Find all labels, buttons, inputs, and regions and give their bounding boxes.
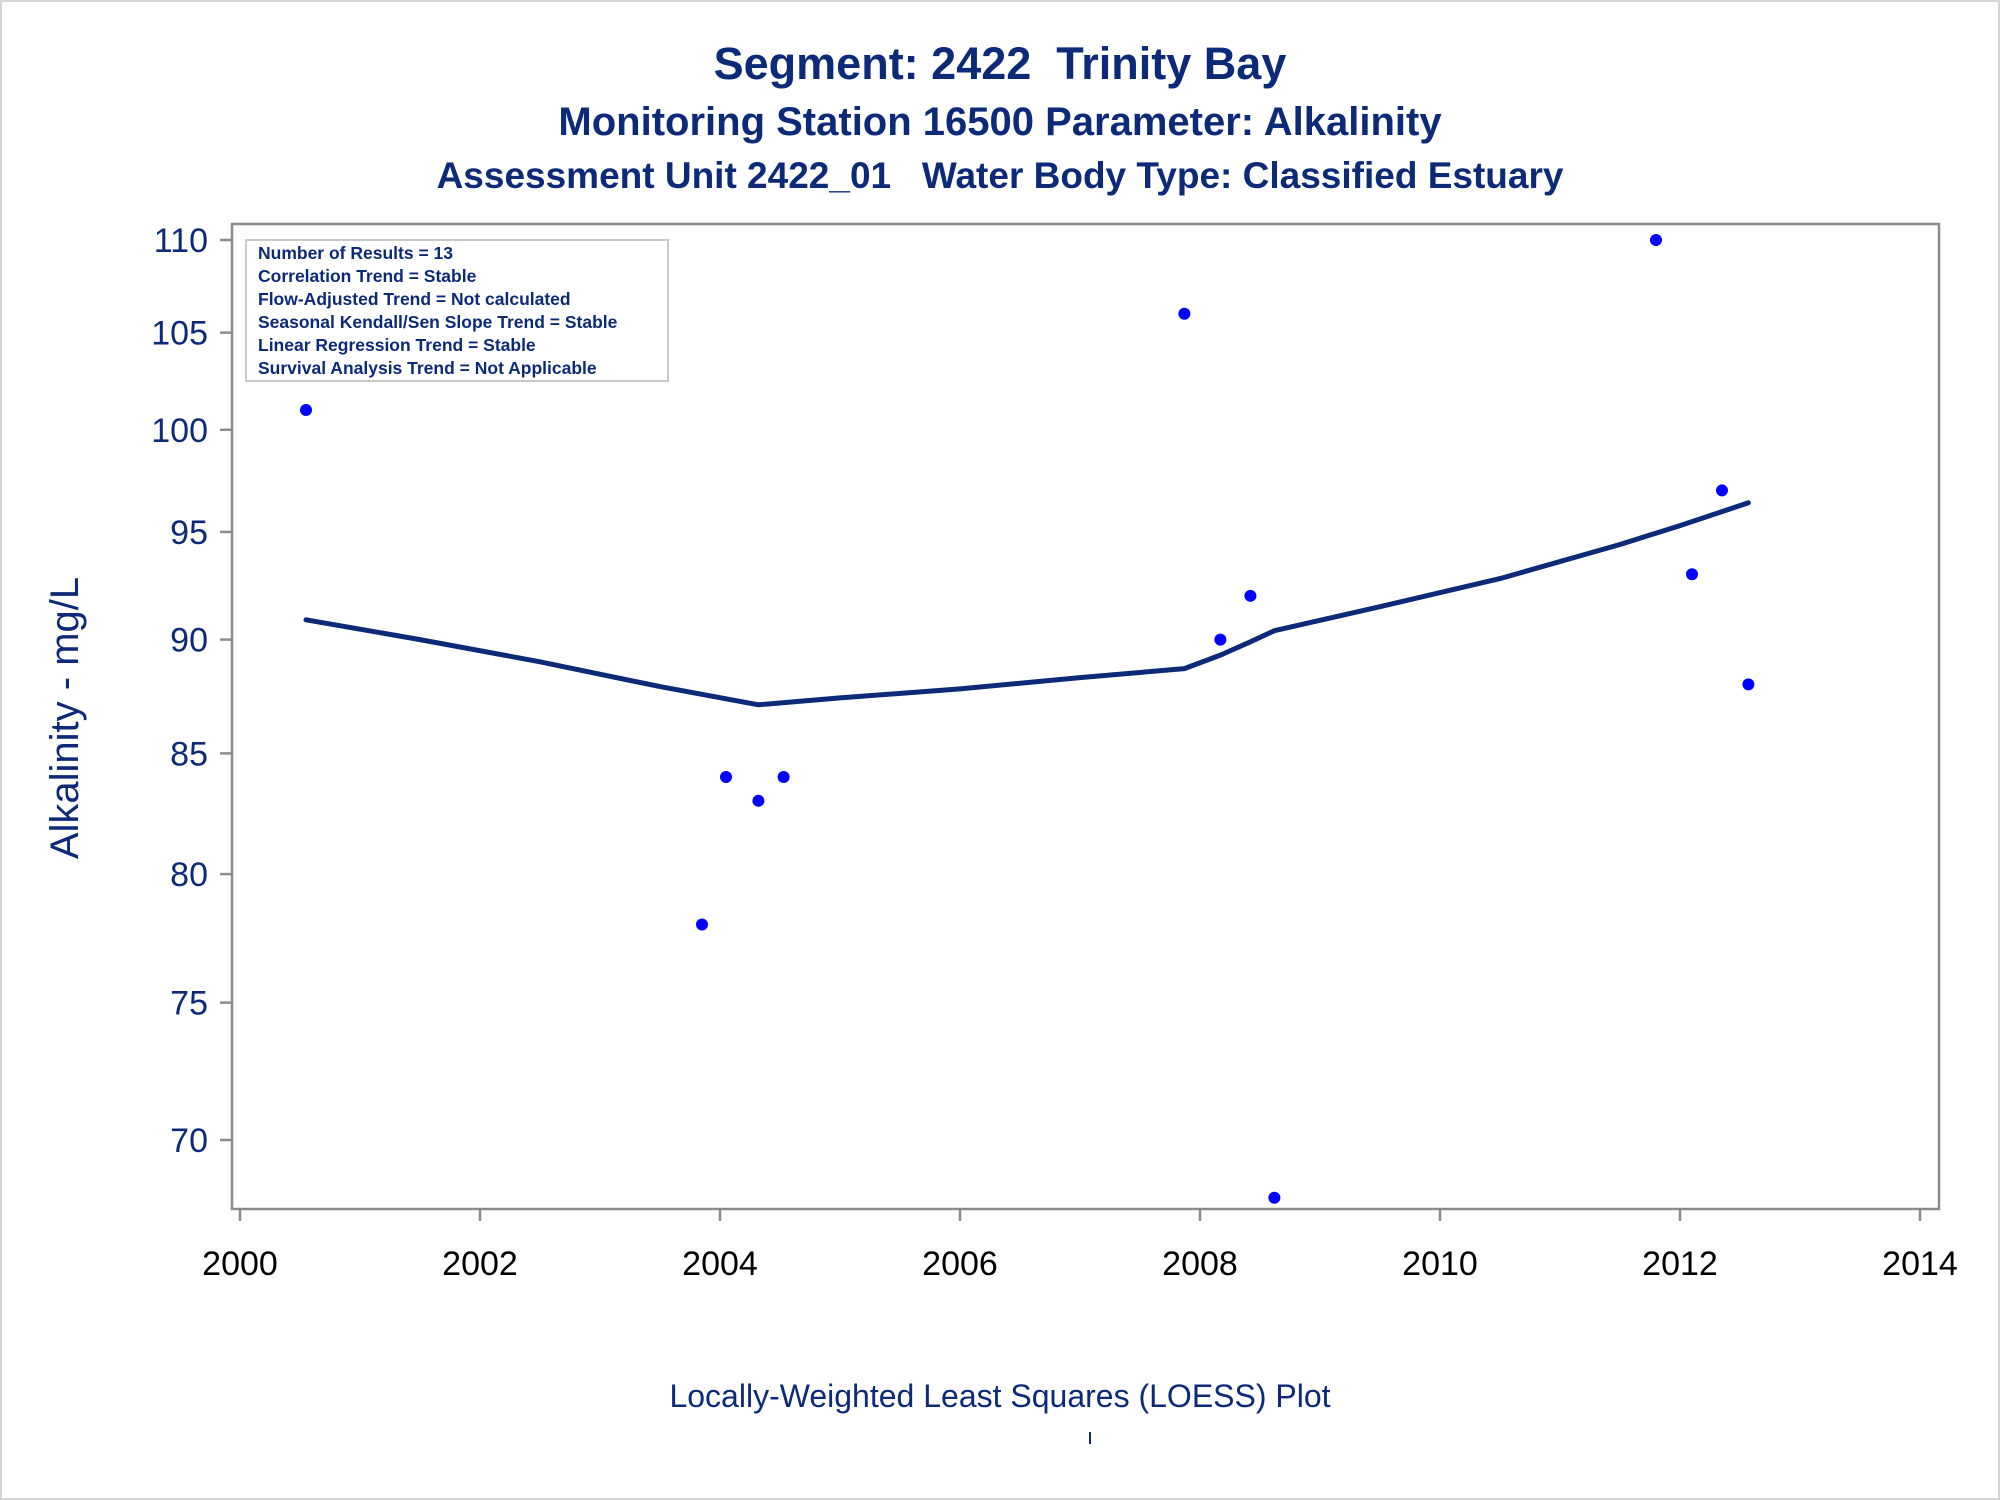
y-tick-label: 95 — [170, 514, 208, 552]
stats-line: Linear Regression Trend = Stable — [258, 335, 536, 355]
x-tick-label: 2000 — [202, 1245, 278, 1283]
y-axis-label: Alkalinity - mg/L — [43, 577, 87, 859]
y-tick-label: 85 — [170, 735, 208, 773]
data-point — [1716, 484, 1728, 497]
data-point — [696, 918, 708, 931]
stats-line: Number of Results = 13 — [258, 243, 453, 263]
data-point — [1244, 589, 1257, 602]
stats-line: Seasonal Kendall/Sen Slope Trend = Stabl… — [258, 312, 618, 332]
plot-area — [230, 222, 1941, 1211]
x-tick-label: 2010 — [1402, 1245, 1478, 1283]
x-tick-label: 2006 — [922, 1245, 998, 1283]
y-axis: 70 75 80 85 90 95 100 105 110 — [151, 222, 232, 1160]
data-point — [1742, 678, 1755, 691]
data-point — [752, 794, 765, 807]
stats-box-border — [245, 239, 669, 382]
loess-line — [303, 500, 1751, 708]
x-tick-label: 2004 — [682, 1245, 758, 1283]
x-tick-label: 2008 — [1162, 1245, 1238, 1283]
stats-line: Survival Analysis Trend = Not Applicable — [258, 358, 597, 378]
footer-tick-mark — [1089, 1432, 1091, 1444]
y-tick-label: 90 — [170, 622, 208, 660]
y-tick-label: 100 — [151, 412, 208, 450]
data-points — [300, 234, 1755, 1204]
data-point — [1214, 633, 1227, 646]
data-point — [777, 770, 790, 783]
stats-line: Flow-Adjusted Trend = Not calculated — [258, 289, 571, 309]
data-point — [720, 770, 732, 783]
stats-line: Correlation Trend = Stable — [258, 266, 477, 286]
stats-box: Number of Results = 13 Correlation Trend… — [245, 239, 669, 382]
y-tick-label: 70 — [170, 1122, 208, 1160]
chart-subtitle-2: Assessment Unit 2422_01 Water Body Type:… — [436, 155, 1564, 196]
x-tick-label: 2014 — [1882, 1245, 1958, 1283]
data-point — [1650, 234, 1662, 246]
data-point — [1268, 1191, 1281, 1204]
data-point — [1178, 307, 1191, 320]
data-point — [1686, 568, 1698, 581]
x-axis: 2000 2002 2004 2006 2008 2010 2012 2014 — [202, 1209, 1958, 1283]
y-tick-label: 80 — [170, 856, 208, 894]
x-tick-label: 2012 — [1642, 1245, 1718, 1283]
y-tick-label: 105 — [151, 315, 208, 353]
y-tick-label: 75 — [170, 985, 208, 1023]
data-point — [300, 403, 312, 416]
chart-caption: Locally-Weighted Least Squares (LOESS) P… — [669, 1378, 1331, 1414]
x-tick-label: 2002 — [442, 1245, 518, 1283]
y-tick-label: 110 — [154, 222, 208, 260]
chart-title: Segment: 2422 Trinity Bay — [713, 38, 1287, 89]
chart-subtitle: Monitoring Station 16500 Parameter: Alka… — [558, 100, 1442, 144]
